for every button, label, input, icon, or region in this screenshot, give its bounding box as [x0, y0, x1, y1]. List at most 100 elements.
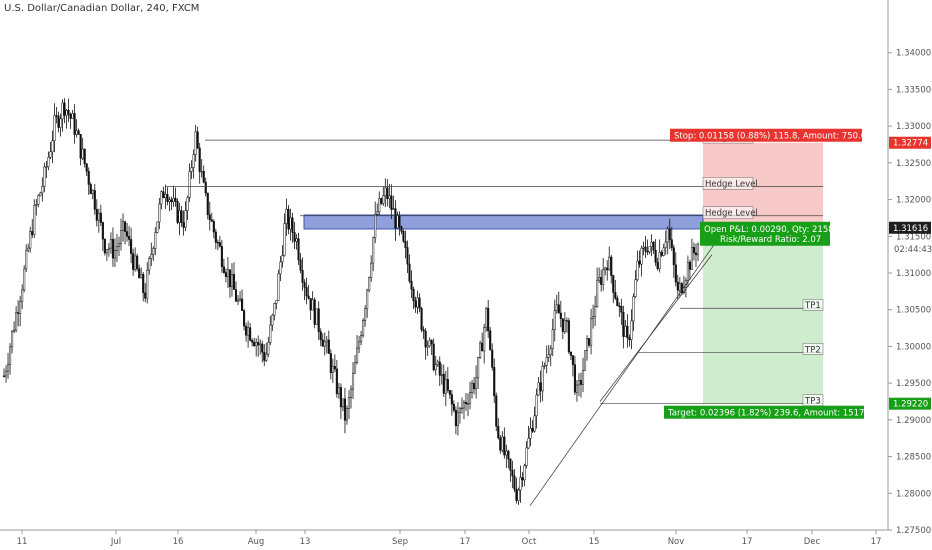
- candle-body: [168, 199, 171, 202]
- candle-body: [103, 238, 106, 254]
- candle-body: [341, 398, 344, 408]
- candle-body: [188, 171, 191, 198]
- candle-body: [95, 209, 98, 221]
- candle-body: [696, 243, 700, 256]
- tp-label-box: [802, 343, 824, 355]
- x-tick-label: Oct: [522, 537, 537, 547]
- candle-body: [311, 299, 314, 311]
- candle-body: [678, 283, 681, 291]
- candle-body: [430, 340, 433, 345]
- candle-body: [154, 232, 157, 249]
- candle-body: [128, 236, 131, 240]
- candle-body: [253, 341, 256, 346]
- candle-body: [65, 109, 68, 116]
- candle-body: [553, 310, 556, 330]
- hedge-label-box: [702, 177, 754, 190]
- candle-body: [452, 404, 455, 411]
- candle-body: [642, 246, 645, 249]
- candle-body: [158, 203, 161, 223]
- current-price-tag-text: 1.31616: [893, 224, 928, 234]
- candle-body: [277, 273, 280, 301]
- candle-body: [230, 274, 234, 287]
- candle-body: [533, 415, 536, 432]
- y-tick-label: 1.32000: [896, 196, 931, 206]
- candle-body: [444, 379, 447, 394]
- candle-body: [664, 241, 667, 249]
- candle-body: [2, 375, 6, 377]
- candle-body: [686, 261, 689, 281]
- y-tick-label: 1.32500: [896, 159, 931, 169]
- candle-body: [426, 345, 429, 348]
- candle-body: [416, 297, 419, 308]
- candle-body: [343, 398, 346, 421]
- candle-body: [420, 308, 423, 331]
- candle-body: [301, 270, 304, 283]
- candle-body: [567, 320, 570, 353]
- candle-body: [487, 307, 490, 331]
- tp-label: TP1: [804, 301, 821, 311]
- candle-body: [265, 353, 268, 361]
- candle-body: [428, 340, 431, 347]
- candle-body: [563, 320, 566, 332]
- candle-body: [93, 190, 96, 210]
- candle-body: [79, 134, 82, 159]
- y-tick-label: 1.28000: [896, 489, 931, 499]
- candle-body: [55, 115, 58, 117]
- candle-body: [170, 199, 173, 202]
- candle-body: [140, 274, 143, 279]
- current-price-tag: [889, 221, 931, 234]
- candle-body: [485, 307, 488, 328]
- x-tick-label: 16: [173, 537, 184, 547]
- candle-body: [182, 222, 185, 228]
- candle-body: [325, 339, 328, 343]
- candle-body: [672, 247, 675, 266]
- candle-body: [329, 353, 332, 373]
- candle-body: [144, 292, 147, 299]
- candle-body: [402, 231, 405, 242]
- candle-body: [41, 186, 44, 194]
- candle-body: [89, 184, 92, 195]
- candle-body: [577, 380, 581, 386]
- x-tick-label: Sep: [392, 537, 408, 547]
- candle-body: [51, 140, 54, 153]
- stop-label-box: [670, 128, 862, 142]
- candle-body: [491, 349, 494, 368]
- candle-body: [481, 342, 484, 352]
- candle-body: [15, 312, 18, 331]
- candle-body: [164, 194, 167, 199]
- candle-body: [454, 410, 457, 426]
- candle-body: [462, 402, 466, 409]
- target-label: Target: 0.02396 (1.82%) 239.6, Amount: 1…: [667, 409, 878, 419]
- y-tick-label: 1.34000: [896, 49, 931, 59]
- candle-body: [477, 357, 480, 379]
- candle-body: [519, 477, 522, 491]
- candle-body: [115, 246, 119, 251]
- candle-body: [368, 277, 371, 291]
- candle-body: [545, 357, 548, 366]
- candle-body: [400, 226, 403, 232]
- candle-body: [305, 287, 308, 297]
- candle-body: [105, 249, 108, 254]
- candle-body: [4, 370, 8, 377]
- candle-body: [527, 438, 530, 449]
- candle-body: [412, 288, 415, 302]
- candle-body: [180, 210, 183, 223]
- candle-body: [257, 342, 260, 346]
- candle-body: [626, 325, 629, 338]
- candle-body: [289, 217, 292, 230]
- candle-body: [634, 279, 637, 297]
- target-label-box: [664, 405, 864, 419]
- candle-body: [267, 342, 270, 355]
- candle-body: [362, 320, 365, 336]
- candle-body: [509, 458, 512, 471]
- candle-body: [531, 428, 534, 432]
- candle-body: [456, 412, 459, 426]
- candle-body: [608, 256, 611, 271]
- candle-body: [676, 281, 679, 291]
- candle-body: [347, 397, 351, 409]
- candle-body: [210, 219, 213, 222]
- trend-line-upper: [599, 254, 713, 402]
- candle-body: [438, 361, 441, 376]
